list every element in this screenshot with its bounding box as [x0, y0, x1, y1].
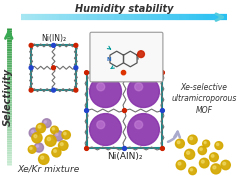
Circle shape [190, 169, 192, 171]
Circle shape [47, 137, 51, 141]
Circle shape [215, 142, 223, 149]
Circle shape [203, 140, 210, 147]
Circle shape [85, 109, 88, 112]
Text: Xe/Kr mixture: Xe/Kr mixture [17, 164, 80, 173]
Circle shape [217, 143, 219, 146]
Circle shape [28, 146, 36, 153]
Circle shape [122, 146, 126, 150]
Circle shape [187, 151, 190, 154]
Circle shape [128, 76, 159, 108]
Circle shape [38, 125, 41, 128]
Circle shape [221, 160, 230, 170]
Circle shape [185, 149, 195, 159]
Circle shape [189, 167, 196, 175]
Circle shape [85, 71, 88, 75]
Circle shape [190, 137, 192, 140]
Circle shape [41, 156, 44, 159]
Circle shape [54, 150, 56, 152]
Circle shape [51, 126, 58, 134]
Circle shape [62, 131, 70, 139]
Circle shape [29, 66, 33, 70]
Circle shape [209, 153, 218, 162]
Circle shape [39, 154, 49, 164]
Text: N: N [107, 57, 111, 61]
Circle shape [59, 141, 68, 150]
Circle shape [74, 43, 78, 47]
Circle shape [204, 142, 206, 144]
Circle shape [175, 139, 184, 148]
Circle shape [121, 70, 126, 75]
Circle shape [36, 145, 39, 147]
Circle shape [64, 132, 66, 135]
Circle shape [200, 158, 209, 168]
Circle shape [90, 76, 122, 108]
Circle shape [42, 119, 51, 128]
Circle shape [97, 121, 105, 129]
Circle shape [200, 148, 202, 150]
Text: Ni(AlN)₂: Ni(AlN)₂ [107, 152, 142, 161]
Circle shape [160, 71, 164, 75]
Circle shape [177, 141, 180, 144]
Circle shape [52, 148, 61, 157]
Circle shape [90, 114, 122, 146]
Circle shape [128, 114, 159, 146]
Circle shape [176, 160, 186, 170]
Circle shape [32, 133, 42, 143]
Text: Xe-selective
ultramicroporous
MOF: Xe-selective ultramicroporous MOF [172, 83, 237, 115]
Circle shape [29, 43, 33, 47]
Circle shape [52, 43, 55, 47]
Circle shape [201, 160, 204, 163]
Text: Ni(IN)₂: Ni(IN)₂ [41, 34, 66, 43]
Circle shape [74, 66, 78, 70]
Circle shape [213, 166, 216, 169]
Circle shape [60, 143, 63, 146]
Circle shape [52, 66, 55, 70]
Circle shape [85, 146, 88, 150]
Text: H-bonding: H-bonding [124, 36, 164, 45]
Circle shape [122, 71, 126, 75]
Circle shape [36, 123, 45, 133]
Circle shape [45, 135, 56, 146]
Text: Selectivity: Selectivity [3, 67, 13, 125]
Circle shape [97, 83, 105, 91]
Circle shape [135, 121, 143, 129]
Circle shape [52, 128, 54, 130]
Circle shape [211, 164, 221, 174]
Circle shape [44, 121, 46, 123]
Circle shape [178, 162, 181, 165]
Circle shape [223, 162, 226, 165]
Circle shape [30, 147, 32, 149]
Circle shape [138, 51, 144, 57]
Text: Humidity stability: Humidity stability [75, 4, 173, 14]
Circle shape [74, 88, 78, 92]
Circle shape [122, 109, 126, 112]
Circle shape [29, 128, 39, 138]
Circle shape [135, 83, 143, 91]
FancyBboxPatch shape [90, 32, 163, 82]
Circle shape [211, 155, 214, 157]
Circle shape [29, 88, 33, 92]
Circle shape [160, 109, 164, 112]
Circle shape [52, 88, 55, 92]
Circle shape [53, 131, 63, 141]
Circle shape [34, 135, 37, 138]
Circle shape [56, 133, 58, 136]
Circle shape [198, 146, 207, 155]
Circle shape [188, 135, 197, 144]
Circle shape [34, 143, 43, 152]
Circle shape [160, 146, 164, 150]
Circle shape [31, 130, 34, 133]
